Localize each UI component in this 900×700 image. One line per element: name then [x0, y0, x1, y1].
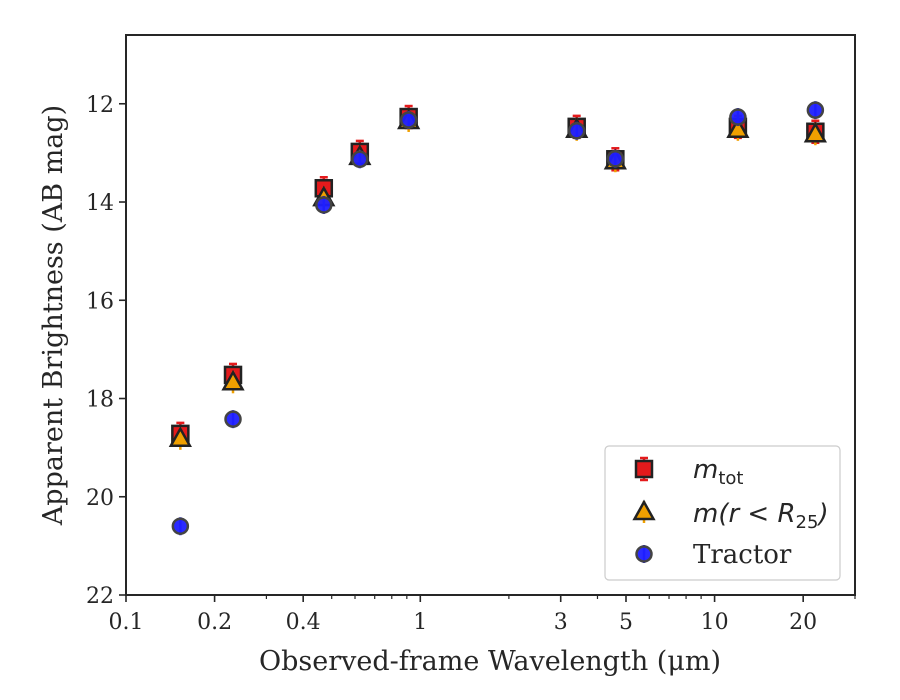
- legend-label-tractor: Tractor: [693, 540, 792, 570]
- triangle-marker: [726, 117, 750, 139]
- y-tick-label: 18: [86, 388, 114, 413]
- circle-marker: [224, 410, 242, 428]
- legend-marker-triangle: [632, 499, 656, 523]
- triangle-marker: [168, 426, 192, 448]
- series-circle: [171, 101, 825, 536]
- y-axis-label: Apparent Brightness (AB mag): [38, 105, 69, 526]
- data-point: [806, 101, 825, 120]
- circle-marker: [567, 122, 586, 140]
- circle-marker: [729, 108, 747, 126]
- data-point: [729, 108, 747, 127]
- circle-marker: [806, 101, 825, 119]
- data-point: [171, 517, 190, 536]
- circle-marker: [635, 545, 653, 563]
- x-tick-label: 20: [789, 610, 817, 635]
- legend-marker-square: [634, 456, 654, 482]
- y-tick-label: 12: [86, 93, 114, 118]
- marks-layer: [168, 101, 827, 536]
- legend-markers: [632, 456, 656, 563]
- x-tick-label: 1: [413, 610, 427, 635]
- legend-box: [604, 445, 841, 581]
- x-tick-label: 0.1: [109, 610, 144, 635]
- square-marker: [634, 459, 654, 479]
- data-point: [351, 150, 369, 169]
- triangle-marker: [803, 121, 827, 143]
- x-tick-label: 10: [701, 610, 729, 635]
- data-point: [803, 121, 827, 146]
- plot-frame: [125, 34, 856, 596]
- data-point: [399, 110, 418, 129]
- y-tick-label: 16: [86, 289, 114, 314]
- x-tick-label: 3: [554, 610, 568, 635]
- x-tick-label: 0.4: [286, 610, 321, 635]
- ticks-layer: 0.1 0.2 0.4 1 3 5 10 20 12 14 16 18 20 22: [86, 93, 856, 635]
- circle-marker: [351, 150, 369, 169]
- y-tick-label: 14: [86, 191, 114, 216]
- data-point: [315, 195, 333, 214]
- circle-marker: [399, 111, 418, 129]
- legend-marker-circle: [635, 545, 653, 563]
- legend: mtot m(r < R25) Tractor: [604, 445, 841, 581]
- data-point: [221, 369, 245, 394]
- circle-marker: [315, 196, 333, 214]
- data-point: [606, 149, 625, 168]
- x-axis-label: Observed-frame Wavelength (μm): [259, 646, 721, 677]
- circle-marker: [171, 517, 190, 535]
- legend-label-mr25: m(r < R25): [693, 499, 829, 533]
- data-point: [168, 426, 192, 450]
- data-point: [224, 410, 242, 429]
- y-tick-label: 22: [86, 584, 114, 609]
- triangle-marker: [632, 499, 656, 521]
- y-tick-label: 20: [86, 486, 114, 511]
- data-point: [567, 121, 586, 140]
- circle-marker: [606, 150, 625, 168]
- triangle-marker: [221, 369, 245, 391]
- legend-label-mtot: mtot: [693, 455, 743, 489]
- x-tick-label: 0.2: [197, 610, 232, 635]
- x-tick-label: 5: [619, 610, 633, 635]
